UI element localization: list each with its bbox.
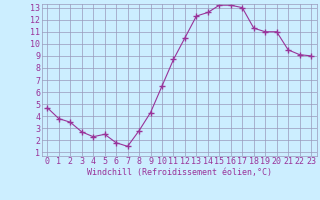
X-axis label: Windchill (Refroidissement éolien,°C): Windchill (Refroidissement éolien,°C) (87, 168, 272, 177)
